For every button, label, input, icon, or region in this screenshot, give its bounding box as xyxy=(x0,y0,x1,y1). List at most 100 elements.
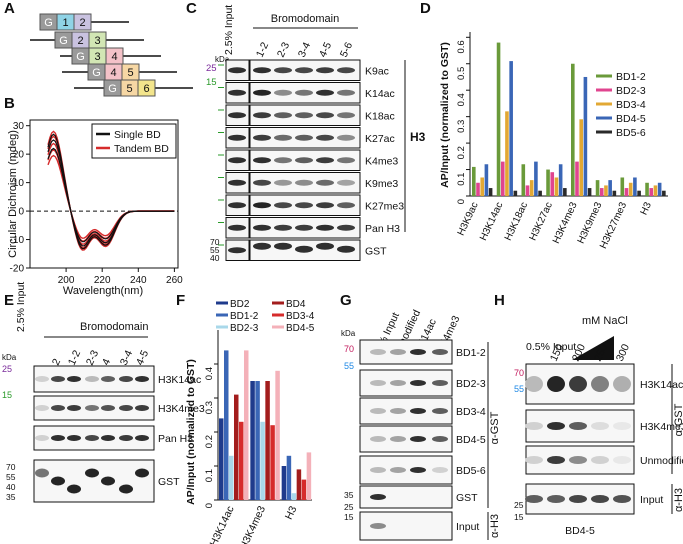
y-axis-title: AP/Input (normalized to GST) xyxy=(439,42,451,188)
blot-band xyxy=(253,224,271,231)
category-label: H3K4me3 xyxy=(237,504,268,544)
bar-bd4 xyxy=(234,394,239,500)
blot-band xyxy=(253,67,271,74)
blot-band xyxy=(591,376,609,392)
bar-bd4-5 xyxy=(558,164,563,196)
legend-box xyxy=(91,123,177,159)
blot-band xyxy=(410,408,426,414)
blot-band xyxy=(253,134,271,141)
legend-label: BD2-3 xyxy=(616,85,646,97)
x-tick-label: 240 xyxy=(130,275,147,286)
blot-band xyxy=(370,494,386,500)
nacl-label: mM NaCl xyxy=(582,315,628,327)
legend-label: BD1-2 xyxy=(230,311,259,322)
bar-bd3-4 xyxy=(480,177,484,196)
blot-band xyxy=(316,224,334,231)
blot-row-label: K9me3 xyxy=(365,178,398,190)
marker-label: 70 xyxy=(514,368,524,378)
blot-band xyxy=(295,202,313,209)
bar-bd4-5 xyxy=(244,350,249,500)
blot-row-label: K27me3 xyxy=(365,200,404,212)
lane-label: 2-3 xyxy=(275,40,292,59)
blot-band xyxy=(119,405,133,411)
blot-band xyxy=(274,89,292,96)
bar-bd2-3 xyxy=(291,493,297,500)
bar-bd3-4 xyxy=(554,177,559,196)
input-lane-label: 2.5% Input xyxy=(223,5,235,55)
blot-band xyxy=(135,468,149,478)
marker-label: 25 xyxy=(2,364,12,374)
blot-band xyxy=(51,376,65,382)
blot-band xyxy=(370,467,386,473)
legend-label: BD4-5 xyxy=(616,113,646,125)
domain-block xyxy=(73,13,92,31)
bromodomain-label: Bromodomain xyxy=(80,321,148,333)
bar-bd2 xyxy=(219,418,224,500)
domain-label: 2 xyxy=(77,35,83,47)
marker-label: 15 xyxy=(206,77,217,88)
bar-bd3-4 xyxy=(239,421,244,500)
blot-band xyxy=(591,456,609,464)
h3-side-label: H3 xyxy=(410,130,426,144)
blot-band xyxy=(390,467,406,473)
category-label: H3K9me3 xyxy=(576,200,605,245)
blot-band xyxy=(569,495,587,503)
domain-label: G xyxy=(92,67,101,79)
bar-bd1-2 xyxy=(620,177,625,196)
blot-row-label: Input xyxy=(640,494,663,506)
blot-band xyxy=(253,157,271,164)
marker-label: 25 xyxy=(344,502,354,512)
legend-label: BD4 xyxy=(286,299,306,310)
blot-band xyxy=(569,376,587,392)
input-band xyxy=(228,202,246,209)
panel-letter-c: C xyxy=(186,0,197,17)
blot-row-label: BD1-2 xyxy=(456,347,486,359)
category-label: H3 xyxy=(283,504,300,521)
marker-label: 15 xyxy=(2,390,12,400)
blot-band xyxy=(337,89,355,96)
bar-bd3-4 xyxy=(529,180,534,196)
blot-band xyxy=(547,422,565,430)
blot-band xyxy=(316,112,334,119)
curve-single-bd xyxy=(47,133,175,250)
blot-strip xyxy=(359,485,453,509)
lane-label: 2 xyxy=(50,357,63,368)
blot-band xyxy=(101,376,115,382)
blot-row-label: GST xyxy=(456,492,478,504)
bar-bd4-5 xyxy=(509,61,513,197)
blot-band xyxy=(316,67,334,74)
blot-band xyxy=(253,179,271,186)
blot-band xyxy=(432,349,448,355)
blot-band xyxy=(390,349,406,355)
blot-band xyxy=(274,112,292,119)
blot-band xyxy=(51,405,65,411)
bar-bd4-5 xyxy=(534,161,538,196)
x-tick-label: 260 xyxy=(166,275,183,286)
legend-label: BD2-3 xyxy=(230,323,259,334)
blot-band xyxy=(85,468,99,478)
bar-bd1-2 xyxy=(255,381,260,500)
blot-row-label: K14ac xyxy=(365,88,395,100)
category-label: H3K14ac xyxy=(208,504,237,544)
blot-band xyxy=(547,456,565,464)
y-tick-label: -20 xyxy=(10,264,25,275)
blot-band xyxy=(295,179,313,186)
bar-bd4-5 xyxy=(484,164,489,196)
y-tick-label: 0.2 xyxy=(204,435,215,448)
blot-band xyxy=(613,456,631,464)
blot-row-label: Pan H3 xyxy=(365,223,400,235)
input-band xyxy=(228,134,246,141)
input-band xyxy=(228,112,246,119)
y-tick-label: 10 xyxy=(13,178,25,189)
blot-band xyxy=(274,202,292,209)
blot-band xyxy=(547,376,565,392)
input-band xyxy=(228,89,246,96)
domain-label: 5 xyxy=(127,67,133,79)
blot-band xyxy=(370,523,386,529)
bar-bd1-2 xyxy=(521,164,526,196)
panel-letter-b: B xyxy=(4,95,15,112)
bar-bd5-6 xyxy=(538,190,542,196)
blot-band xyxy=(337,112,355,119)
lane-label: 1-2 xyxy=(66,348,83,367)
